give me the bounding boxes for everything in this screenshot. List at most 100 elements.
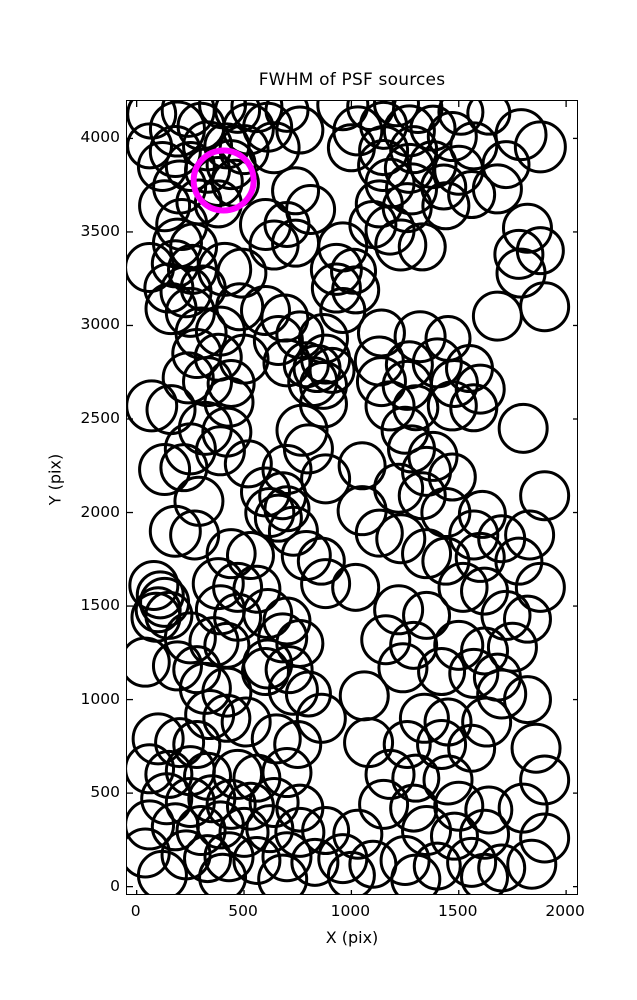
- x-tick-label: 2000: [545, 902, 585, 920]
- y-tick-label: 4000: [80, 128, 120, 147]
- psf-source-circle: [382, 104, 436, 158]
- y-axis-tick-labels: 0 500 1000 1500 2000 2500 3000 3500 4000: [42, 0, 120, 1000]
- psf-source-circle: [330, 247, 378, 295]
- psf-source-circle: [301, 806, 351, 856]
- psf-source-circle: [364, 204, 416, 256]
- psf-source-circle: [317, 221, 369, 273]
- y-tick-label: 0: [110, 876, 120, 895]
- psf-source-circle: [354, 179, 404, 229]
- psf-source-circle: [513, 120, 567, 174]
- psf-source-circle: [397, 222, 447, 272]
- psf-source-circle: [326, 123, 376, 173]
- psf-source-circle: [194, 425, 246, 477]
- psf-source-circle: [127, 122, 174, 170]
- psf-source-circle: [373, 584, 425, 636]
- psf-source-circle: [437, 101, 485, 136]
- psf-source-circle: [267, 664, 319, 716]
- psf-source-circle: [392, 384, 440, 432]
- psf-source-circle: [402, 590, 452, 640]
- y-axis-label: Y (pix): [45, 453, 65, 506]
- psf-source-circle: [421, 181, 471, 231]
- psf-source-circle: [358, 778, 410, 830]
- psf-source-circle: [215, 282, 265, 332]
- psf-source-circle: [519, 281, 571, 333]
- psf-source-circle: [417, 647, 467, 697]
- psf-source-circle: [205, 528, 257, 580]
- x-axis-tick-labels: 0 500 1000 1500 2000: [0, 902, 637, 928]
- psf-source-circle: [274, 806, 326, 858]
- psf-source-circle: [510, 722, 562, 774]
- psf-source-circle: [127, 241, 176, 293]
- psf-source-circle: [460, 852, 510, 894]
- psf-source-circle: [271, 166, 321, 216]
- psf-source-circle: [172, 719, 222, 769]
- psf-source-circle: [252, 314, 304, 366]
- psf-source-circle: [127, 799, 176, 851]
- psf-source-circle: [460, 626, 510, 676]
- psf-source-circle: [127, 379, 179, 433]
- psf-source-circle: [501, 202, 553, 254]
- y-tick-label: 1000: [80, 689, 120, 708]
- psf-source-circle: [220, 696, 272, 748]
- psf-source-circle: [275, 403, 329, 457]
- highlight-circle: [190, 147, 257, 214]
- psf-source-circle: [448, 647, 500, 699]
- page-title: FWHM of PSF sources: [258, 70, 446, 90]
- psf-source-circle: [140, 772, 194, 826]
- psf-source-circle: [184, 146, 232, 194]
- psf-source-circle: [385, 162, 439, 216]
- psf-source-circle: [218, 806, 270, 858]
- psf-source-circle: [296, 536, 346, 586]
- psf-source-circle: [389, 620, 439, 670]
- y-tick-label: 1500: [80, 596, 120, 615]
- psf-source-circle: [148, 101, 206, 158]
- psf-source-circle: [245, 804, 295, 854]
- psf-source-circle: [497, 782, 549, 834]
- y-tick-label: 3500: [80, 221, 120, 240]
- psf-source-circle: [159, 265, 213, 319]
- psf-source-circle: [326, 850, 376, 894]
- psf-source-circle: [433, 780, 485, 832]
- psf-source-circle: [282, 423, 334, 475]
- psf-source-circle: [437, 561, 489, 613]
- psf-source-circle: [195, 800, 245, 850]
- psf-source-circle: [497, 402, 549, 454]
- psf-source-circle: [338, 670, 390, 722]
- psf-source-circle: [191, 557, 245, 611]
- psf-source-circle: [459, 808, 511, 860]
- y-tick-label: 2500: [80, 409, 120, 427]
- psf-source-circle: [267, 505, 319, 557]
- psf-source-circle: [454, 363, 506, 415]
- psf-source-circle: [127, 743, 176, 795]
- psf-source-circle: [398, 692, 450, 744]
- x-tick-label: 1500: [438, 902, 478, 920]
- psf-source-circle: [374, 218, 428, 272]
- psf-source-circle: [159, 443, 209, 493]
- psf-source-circle: [127, 636, 171, 688]
- psf-source-circle: [373, 462, 425, 514]
- psf-source-circle: [421, 536, 471, 586]
- psf-source-circle: [136, 849, 188, 894]
- psf-source-circle: [295, 692, 347, 744]
- psf-source-circle: [298, 360, 348, 410]
- scatter-plot-svg: [127, 101, 577, 894]
- psf-source-circle: [263, 485, 311, 533]
- psf-source-circle: [151, 640, 203, 692]
- psf-source-circle: [240, 285, 291, 337]
- psf-source-circle: [261, 747, 313, 799]
- psf-source-circle: [154, 717, 206, 769]
- psf-source-circle: [448, 509, 500, 561]
- psf-source-circle: [389, 125, 439, 175]
- psf-source-circle: [250, 713, 302, 765]
- psf-source-circle: [223, 439, 273, 489]
- psf-source-circle: [447, 723, 497, 773]
- psf-source-circle: [426, 380, 478, 432]
- psf-source-circle: [461, 696, 513, 748]
- psf-source-circle: [128, 559, 180, 611]
- axis-inner-tickmarks: [127, 101, 577, 894]
- psf-source-circle: [163, 611, 217, 665]
- psf-source-circle: [164, 140, 216, 192]
- psf-source-circle: [138, 179, 192, 233]
- psf-source-circle: [144, 749, 194, 799]
- psf-source-circle: [364, 748, 416, 800]
